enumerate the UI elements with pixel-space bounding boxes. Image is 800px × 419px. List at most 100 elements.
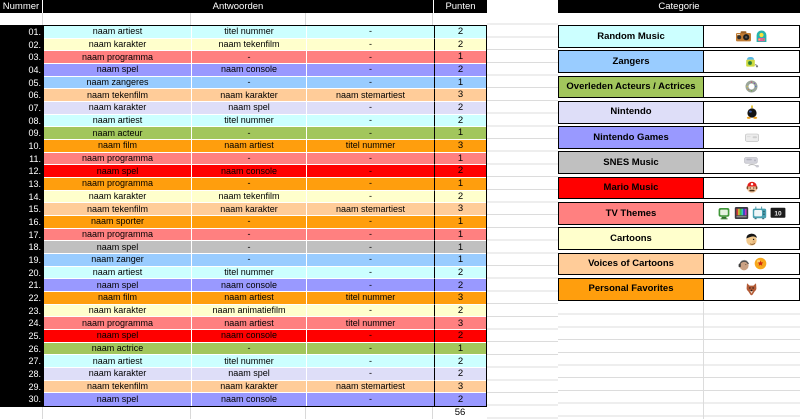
points-cell[interactable]: 2	[434, 304, 486, 318]
answer-2-cell[interactable]: -	[192, 254, 307, 267]
row-number-cell[interactable]: 04.	[1, 64, 44, 77]
answer-2-cell[interactable]: -	[192, 76, 307, 90]
answer-2-cell[interactable]: naam console	[192, 393, 307, 407]
answer-2-cell[interactable]: -	[192, 228, 307, 242]
answer-2-cell[interactable]: -	[192, 241, 307, 255]
category-label-cell[interactable]: Mario Music	[559, 177, 703, 199]
row-number-cell[interactable]: 03.	[1, 51, 44, 65]
answer-1-cell[interactable]: naam spel	[44, 279, 192, 293]
row-number-cell[interactable]: 20.	[1, 266, 44, 280]
points-cell[interactable]: 1	[434, 342, 486, 356]
answer-3-cell[interactable]: -	[307, 216, 434, 229]
points-cell[interactable]: 3	[434, 292, 486, 305]
answer-3-cell[interactable]: -	[307, 304, 434, 318]
category-label-cell[interactable]: Overleden Acteurs / Actrices	[559, 76, 703, 98]
answer-2-cell[interactable]: -	[192, 127, 307, 141]
answer-2-cell[interactable]: naam animatiefilm	[192, 304, 307, 318]
answer-1-cell[interactable]: naam karakter	[44, 38, 192, 52]
answer-1-cell[interactable]: naam programma	[44, 152, 192, 166]
answer-2-cell[interactable]: naam artiest	[192, 292, 307, 305]
points-cell[interactable]: 2	[434, 393, 486, 407]
points-cell[interactable]: 1	[434, 216, 486, 229]
answer-3-cell[interactable]: -	[307, 114, 434, 128]
answer-1-cell[interactable]: naam programma	[44, 317, 192, 331]
points-cell[interactable]: 2	[434, 190, 486, 204]
answer-1-cell[interactable]: naam film	[44, 292, 192, 305]
answer-3-cell[interactable]: -	[307, 330, 434, 343]
category-label-cell[interactable]: Cartoons	[559, 228, 703, 249]
answer-3-cell[interactable]: titel nummer	[307, 140, 434, 153]
answer-1-cell[interactable]: naam spel	[44, 393, 192, 407]
category-icon-cell[interactable]	[703, 101, 799, 123]
answer-2-cell[interactable]: -	[192, 152, 307, 166]
row-number-cell[interactable]: 28.	[1, 368, 44, 381]
points-cell[interactable]: 1	[434, 152, 486, 166]
row-number-cell[interactable]: 06.	[1, 89, 44, 103]
row-number-cell[interactable]: 12.	[1, 165, 44, 179]
points-cell[interactable]: 1	[434, 127, 486, 141]
category-label-cell[interactable]: Personal Favorites	[559, 278, 703, 300]
total-points[interactable]: 56	[454, 407, 466, 419]
answer-3-cell[interactable]: -	[307, 178, 434, 191]
points-cell[interactable]: 2	[434, 102, 486, 115]
category-label-cell[interactable]: SNES Music	[559, 152, 703, 174]
points-cell[interactable]: 2	[434, 330, 486, 343]
points-cell[interactable]: 1	[434, 254, 486, 267]
answer-2-cell[interactable]: naam tekenfilm	[192, 38, 307, 52]
row-number-cell[interactable]: 27.	[1, 355, 44, 369]
row-number-cell[interactable]: 02.	[1, 38, 44, 52]
answer-3-cell[interactable]: naam stemartiest	[307, 89, 434, 103]
answer-2-cell[interactable]: -	[192, 342, 307, 356]
row-number-cell[interactable]: 18.	[1, 241, 44, 255]
answer-3-cell[interactable]: titel nummer	[307, 292, 434, 305]
category-icon-cell[interactable]	[703, 51, 799, 72]
answer-3-cell[interactable]: -	[307, 165, 434, 179]
answer-1-cell[interactable]: naam karakter	[44, 102, 192, 115]
row-number-cell[interactable]: 09.	[1, 127, 44, 141]
answer-2-cell[interactable]: naam console	[192, 64, 307, 77]
category-icon-cell[interactable]	[703, 228, 799, 249]
points-cell[interactable]: 2	[434, 266, 486, 280]
row-number-cell[interactable]: 22.	[1, 292, 44, 305]
answer-1-cell[interactable]: naam karakter	[44, 304, 192, 318]
answer-1-cell[interactable]: naam tekenfilm	[44, 89, 192, 103]
answer-2-cell[interactable]: -	[192, 51, 307, 65]
category-icon-cell[interactable]	[703, 278, 799, 300]
points-cell[interactable]: 3	[434, 317, 486, 331]
points-cell[interactable]: 2	[434, 355, 486, 369]
answer-3-cell[interactable]: -	[307, 64, 434, 77]
row-number-cell[interactable]: 30.	[1, 393, 44, 407]
answer-3-cell[interactable]: -	[307, 152, 434, 166]
answer-2-cell[interactable]: naam karakter	[192, 89, 307, 103]
answer-1-cell[interactable]: naam programma	[44, 51, 192, 65]
row-number-cell[interactable]: 05.	[1, 76, 44, 90]
answer-1-cell[interactable]: naam zanger	[44, 254, 192, 267]
row-number-cell[interactable]: 17.	[1, 228, 44, 242]
answer-2-cell[interactable]: naam console	[192, 279, 307, 293]
answer-3-cell[interactable]: -	[307, 241, 434, 255]
answer-3-cell[interactable]: -	[307, 228, 434, 242]
category-icon-cell[interactable]: 10	[703, 202, 799, 224]
answer-3-cell[interactable]: -	[307, 127, 434, 141]
answer-2-cell[interactable]: naam artiest	[192, 317, 307, 331]
answer-2-cell[interactable]: titel nummer	[192, 26, 307, 39]
answer-3-cell[interactable]: -	[307, 393, 434, 407]
category-icon-cell[interactable]	[703, 26, 799, 47]
row-number-cell[interactable]: 13.	[1, 178, 44, 191]
row-number-cell[interactable]: 07.	[1, 102, 44, 115]
answer-3-cell[interactable]: -	[307, 279, 434, 293]
category-label-cell[interactable]: Nintendo	[559, 101, 703, 123]
answer-2-cell[interactable]: -	[192, 216, 307, 229]
answer-2-cell[interactable]: naam spel	[192, 368, 307, 381]
answer-2-cell[interactable]: naam karakter	[192, 380, 307, 394]
categorie-header-cell[interactable]: Categorie	[558, 0, 800, 13]
answer-2-cell[interactable]: naam tekenfilm	[192, 190, 307, 204]
answer-1-cell[interactable]: naam sporter	[44, 216, 192, 229]
row-number-cell[interactable]: 19.	[1, 254, 44, 267]
answer-1-cell[interactable]: naam programma	[44, 178, 192, 191]
answer-3-cell[interactable]: naam stemartiest	[307, 203, 434, 217]
points-cell[interactable]: 1	[434, 178, 486, 191]
category-label-cell[interactable]: Zangers	[559, 51, 703, 72]
points-cell[interactable]: 1	[434, 241, 486, 255]
points-cell[interactable]: 3	[434, 380, 486, 394]
